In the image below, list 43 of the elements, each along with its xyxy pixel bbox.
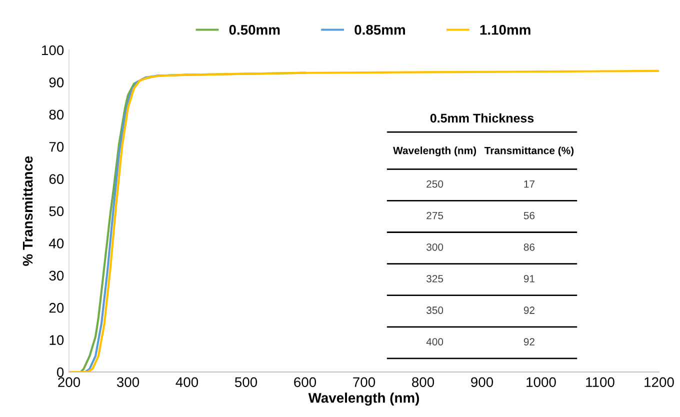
y-tick-label: 10 — [50, 335, 64, 345]
y-tick-label: 70 — [49, 142, 64, 152]
annotation: 275 — [426, 212, 444, 220]
x-tick-label: 1000 — [526, 377, 556, 388]
annotation: 0.5mm Thickness — [430, 113, 534, 123]
x-tick-label: 1100 — [586, 377, 614, 388]
y-tick-label: 80 — [49, 110, 64, 120]
annotation: 300 — [426, 243, 444, 251]
annotation: 86 — [524, 243, 535, 251]
annotation: Wavelength (nm) — [393, 146, 476, 156]
legend-label: 1.10mm — [480, 24, 530, 35]
y-tick-label: 100 — [42, 45, 64, 56]
x-tick-label: 800 — [412, 377, 434, 388]
x-axis-title: Wavelength (nm) — [308, 392, 419, 406]
annotation: 92 — [524, 306, 534, 314]
y-tick-label: 90 — [49, 78, 64, 88]
annotation: 92 — [524, 338, 534, 346]
x-tick-label: 500 — [234, 377, 258, 388]
y-axis-title: % Transmittance — [22, 156, 33, 266]
y-tick-label: 20 — [49, 302, 64, 313]
x-tick-label: 200 — [58, 377, 80, 388]
annotation: 400 — [426, 338, 444, 346]
annotation: 250 — [426, 180, 444, 188]
x-tick-label: 1200 — [644, 377, 674, 388]
legend-label: 0.50mm — [229, 24, 280, 35]
annotation: Transmittance (%) — [484, 146, 574, 156]
y-tick-label: 0 — [56, 367, 64, 378]
annotation: 56 — [524, 212, 535, 220]
x-tick-label: 600 — [294, 377, 316, 388]
annotation: 325 — [426, 275, 444, 282]
line-series — [69, 70, 659, 372]
annotation: 91 — [524, 275, 534, 282]
legend-label: 0.85mm — [354, 24, 405, 35]
x-tick-label: 400 — [176, 377, 198, 388]
x-tick-label: 900 — [471, 377, 494, 388]
y-tick-label: 40 — [49, 238, 64, 248]
annotation: 17 — [524, 180, 534, 188]
x-tick-label: 700 — [353, 377, 376, 388]
annotation: 350 — [426, 306, 444, 314]
y-tick-label: 60 — [49, 174, 64, 184]
x-tick-label: 300 — [116, 377, 140, 388]
y-tick-label: 30 — [49, 270, 64, 281]
y-tick-label: 50 — [49, 206, 64, 216]
